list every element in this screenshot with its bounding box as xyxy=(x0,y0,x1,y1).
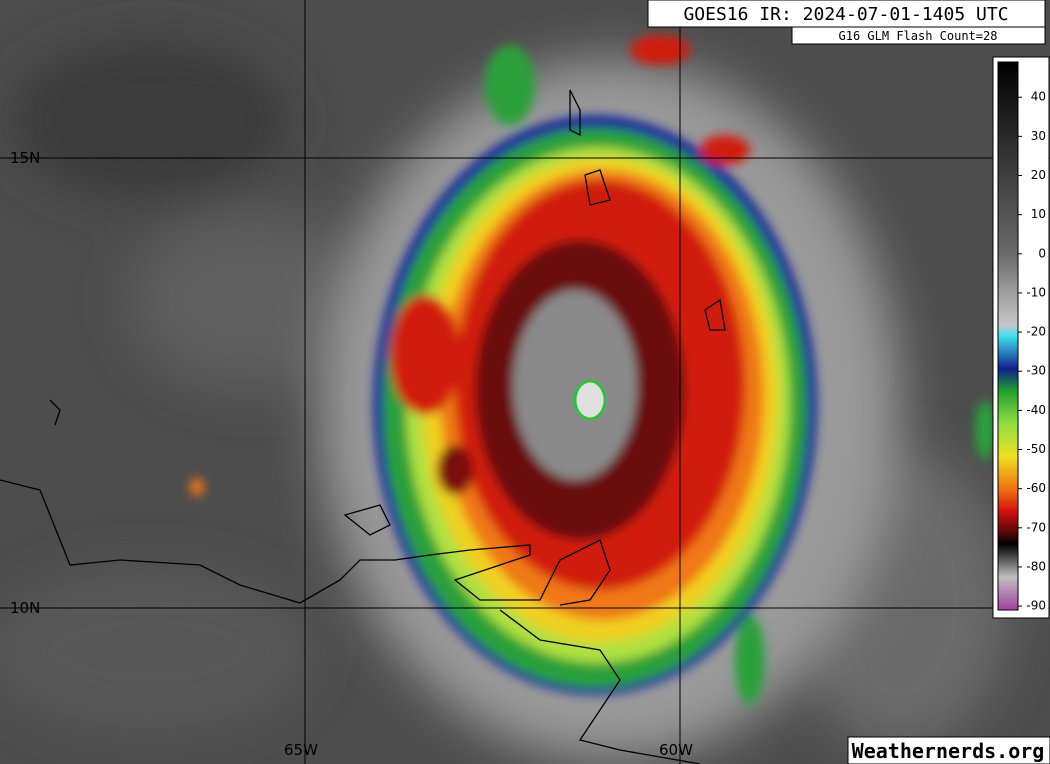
colorbar-tick-label: 10 xyxy=(1031,207,1046,221)
lat-label: 15N xyxy=(10,149,40,167)
colorbar-tick-label: -30 xyxy=(1026,364,1046,378)
colorbar-tick-label: -90 xyxy=(1026,599,1046,613)
colorbar xyxy=(997,61,1019,611)
colorbar-tick-label: -20 xyxy=(1026,325,1046,339)
title-box xyxy=(647,0,1046,28)
watermark-box xyxy=(847,736,1050,764)
colorbar-ticks: 40 30 20 10 0 -10 -20 -30 -40 -50 -60 -70 -80 -90 xyxy=(1018,90,1046,613)
colorbar-tick-label: -50 xyxy=(1026,442,1046,456)
flash-box xyxy=(791,26,1046,45)
flash-count: G16 GLM Flash Count=28 xyxy=(839,29,998,43)
colorbar-tick-label: -40 xyxy=(1026,403,1046,417)
colorbar-tick-label: -60 xyxy=(1026,481,1046,495)
colorbar-tick-label: 40 xyxy=(1031,90,1046,104)
colorbar-tick-label: -80 xyxy=(1026,559,1046,573)
title: GOES16 IR: 2024-07-01-1405 UTC xyxy=(683,4,1008,25)
colorbar-tick-label: -70 xyxy=(1026,520,1046,534)
colorbar-tick-label: -10 xyxy=(1026,285,1046,299)
colorbar-tick-label: 20 xyxy=(1031,168,1046,182)
lon-label: 60W xyxy=(659,741,693,759)
colorbar-tick-label: 0 xyxy=(1038,246,1046,260)
lat-label: 10N xyxy=(10,599,40,617)
lon-label: 65W xyxy=(284,741,318,759)
coastlines xyxy=(0,89,726,764)
colorbar-tick-label: 30 xyxy=(1031,129,1046,143)
watermark: Weathernerds.org xyxy=(852,739,1045,763)
hurricane xyxy=(190,35,995,760)
